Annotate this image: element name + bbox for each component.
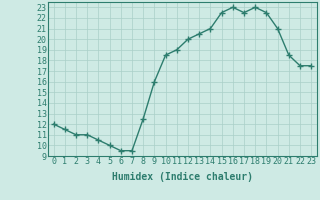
X-axis label: Humidex (Indice chaleur): Humidex (Indice chaleur) — [112, 172, 253, 182]
